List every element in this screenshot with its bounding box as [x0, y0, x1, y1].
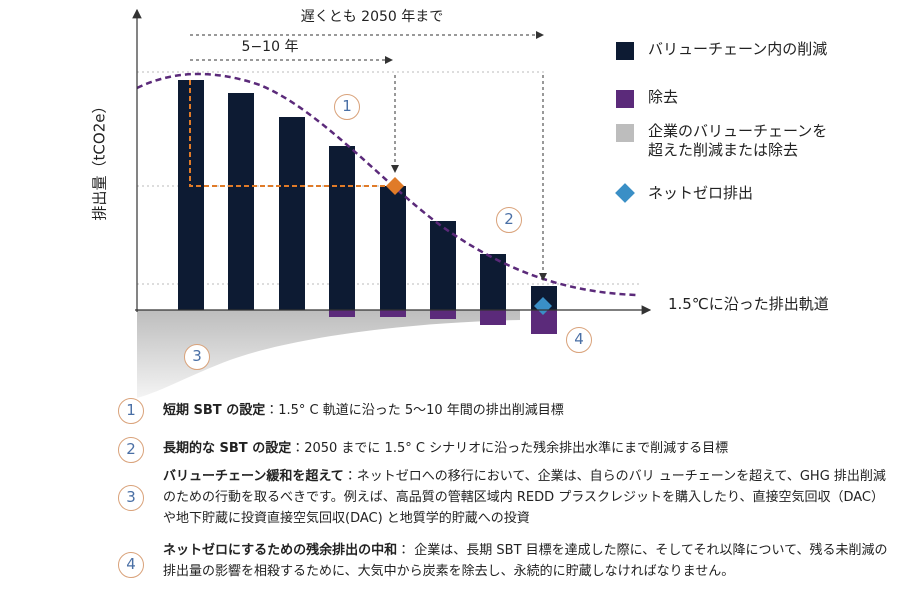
marker: 4 [566, 327, 592, 353]
note-title: バリューチェーン緩和を超えて [163, 469, 344, 484]
removal-bars [329, 310, 557, 334]
axes [132, 8, 652, 315]
note-title: 短期 SBT の設定 [163, 403, 266, 418]
trajectory [136, 72, 637, 297]
legend-swatch [616, 90, 634, 108]
note: 短期 SBT の設定：1.5° C 軌道に沿った 5～10 年間の排出削減目標 [163, 400, 888, 421]
legend-label: バリューチェーン内の削減 [648, 40, 828, 58]
note: 長期的な SBT の設定：2050 までに 1.5° C シナリオに沿った残余排… [163, 438, 888, 459]
note-number: 1 [118, 398, 144, 424]
note-title: ネットゼロにするための残余排出の中和 [163, 543, 398, 558]
marker: 1 [334, 94, 360, 120]
bars [178, 80, 557, 310]
marker: 3 [184, 344, 210, 370]
note: ネットゼロにするための残余排出の中和： 企業は、長期 SBT 目標を達成した際に… [163, 540, 888, 582]
note-text: ：ネットゼロへの移行において、企業は、自らのバリ ューチェーンを超えて、GHG … [163, 469, 886, 526]
marker: 2 [496, 207, 522, 233]
note-text: ： 企業は、長期 SBT 目標を達成した際に、そしてそれ以降について、残る未削減… [163, 543, 888, 579]
note-text: ：2050 までに 1.5° C シナリオに沿った残余排出水準にまで削減する目標 [291, 441, 729, 456]
target-line [189, 80, 392, 187]
note-text: ：1.5° C 軌道に沿った 5～10 年間の排出削減目標 [265, 403, 564, 418]
x-axis-label: 1.5℃に沿った排出軌道 [668, 295, 829, 313]
legend-label: 除去 [648, 88, 679, 106]
legend-label: ネットゼロ排出 [648, 184, 754, 202]
arrows [190, 31, 547, 281]
y-axis-label: 排出量（tCO2e） [90, 98, 109, 221]
legend-swatch [616, 124, 634, 142]
note-number: 2 [118, 437, 144, 463]
target-diamond [386, 177, 404, 195]
legend-label: 企業のバリューチェーンを超えた削減または除去 [648, 122, 828, 159]
note-title: 長期的な SBT の設定 [163, 441, 292, 456]
note: バリューチェーン緩和を超えて：ネットゼロへの移行において、企業は、自らのバリ ュ… [163, 466, 888, 529]
annotation: 遅くとも 2050 年まで [300, 9, 444, 25]
beyond-area [137, 310, 520, 398]
annotation: 5−10 年 [241, 39, 299, 55]
legend-swatch [616, 42, 634, 60]
note-number: 3 [118, 485, 144, 511]
note-number: 4 [118, 552, 144, 578]
